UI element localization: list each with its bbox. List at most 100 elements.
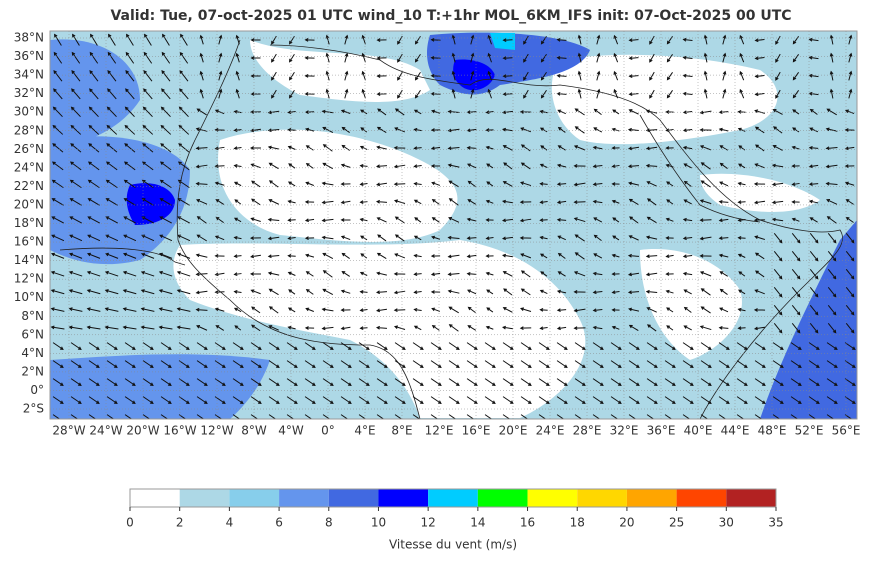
wind-arrow — [448, 324, 459, 332]
wind-arrow — [718, 127, 729, 132]
colorbar-tick-label: 6 — [275, 516, 283, 530]
wind-arrow — [646, 198, 657, 206]
wind-arrow — [467, 163, 477, 169]
lon-label: 48°E — [758, 424, 787, 438]
lon-label: 32°E — [610, 424, 639, 438]
wind-arrow — [699, 128, 712, 132]
wind-arrow — [289, 53, 295, 63]
wind-arrow — [359, 164, 368, 168]
wind-arrow — [344, 70, 349, 81]
wind-arrow — [611, 325, 620, 330]
wind-arrow — [485, 199, 494, 204]
lon-label: 16°W — [163, 424, 196, 438]
wind-arrow — [519, 236, 532, 240]
wind-arrow — [160, 360, 172, 368]
wind-arrow — [107, 70, 117, 82]
wind-arrow — [431, 325, 440, 331]
wind-arrow — [106, 106, 117, 118]
wind-arrow — [160, 106, 171, 118]
wind-arrow — [448, 180, 459, 188]
wind-arrow — [844, 378, 856, 386]
wind-arrow — [105, 161, 118, 171]
wind-arrow — [628, 109, 639, 115]
wind-arrow — [233, 163, 242, 168]
wind-arrow — [753, 308, 766, 312]
wind-arrow — [412, 360, 424, 368]
wind-arrow — [772, 342, 784, 350]
wind-arrow — [106, 124, 118, 135]
wind-arrow — [142, 396, 154, 404]
wind-arrow — [610, 360, 622, 368]
wind-arrow — [682, 217, 693, 222]
wind-arrow — [271, 89, 277, 99]
wind-arrow — [845, 199, 854, 205]
wind-arrow — [305, 127, 315, 132]
lat-label: 14°N — [14, 253, 44, 267]
wind-arrow — [539, 326, 548, 331]
wind-arrow — [826, 342, 838, 350]
wind-arrow — [70, 124, 82, 135]
wind-arrow — [158, 325, 173, 330]
wind-arrow — [234, 325, 242, 331]
wind-arrow — [340, 396, 352, 404]
wind-arrow — [666, 36, 673, 45]
wind-arrow — [466, 254, 477, 259]
wind-arrow — [196, 216, 207, 224]
wind-arrow — [737, 236, 746, 240]
wind-arrow — [502, 145, 513, 151]
wind-arrow — [376, 414, 387, 419]
wind-arrow — [592, 342, 604, 350]
wind-arrow — [68, 252, 83, 259]
wind-arrow — [791, 217, 800, 222]
lon-label: 12°E — [425, 424, 454, 438]
wind-arrow — [829, 70, 834, 81]
wind-arrow — [699, 110, 712, 115]
wind-arrow — [199, 34, 204, 45]
wind-arrow — [250, 236, 261, 240]
wind-arrow — [233, 272, 242, 277]
wind-arrow — [250, 360, 262, 368]
wind-arrow — [719, 288, 728, 295]
wind-arrow — [700, 180, 711, 188]
wind-arrow — [809, 250, 819, 262]
wind-arrow — [105, 179, 118, 189]
wind-arrow — [305, 289, 314, 295]
wind-arrow — [448, 306, 459, 314]
wind-arrow — [592, 360, 604, 368]
wind-arrow — [557, 271, 566, 277]
wind-arrow — [738, 163, 746, 169]
wind-arrow — [86, 252, 101, 259]
wind-arrow — [267, 217, 280, 222]
wind-arrow — [539, 308, 548, 312]
wind-arrow — [431, 307, 441, 312]
wind-arrow — [178, 342, 190, 350]
wind-arrow — [646, 181, 657, 187]
wind-arrow — [683, 199, 692, 205]
wind-arrow — [177, 198, 190, 206]
wind-arrow — [412, 342, 424, 350]
wind-arrow — [448, 216, 460, 223]
colorbar-tick-label: 4 — [226, 516, 234, 530]
wind-arrow — [520, 181, 532, 187]
wind-arrow — [70, 106, 81, 118]
wind-arrow — [538, 414, 549, 419]
colorbar-segment — [527, 489, 578, 507]
wind-arrow — [753, 218, 766, 222]
wind-arrow — [88, 342, 100, 350]
wind-arrow — [556, 414, 567, 419]
wind-arrow — [340, 414, 351, 419]
wind-arrow — [161, 70, 171, 82]
wind-arrow — [341, 144, 350, 151]
wind-arrow — [845, 322, 855, 334]
wind-arrow — [628, 307, 640, 312]
wind-arrow — [649, 71, 655, 81]
wind-area — [50, 354, 270, 419]
wind-arrow — [573, 290, 586, 294]
wind-arrow — [140, 252, 155, 259]
wind-arrow — [738, 271, 746, 277]
wind-arrow — [376, 38, 387, 42]
wind-arrow — [412, 414, 423, 419]
wind-arrow — [287, 199, 296, 204]
wind-arrow — [722, 70, 727, 81]
wind-arrow — [250, 92, 261, 96]
